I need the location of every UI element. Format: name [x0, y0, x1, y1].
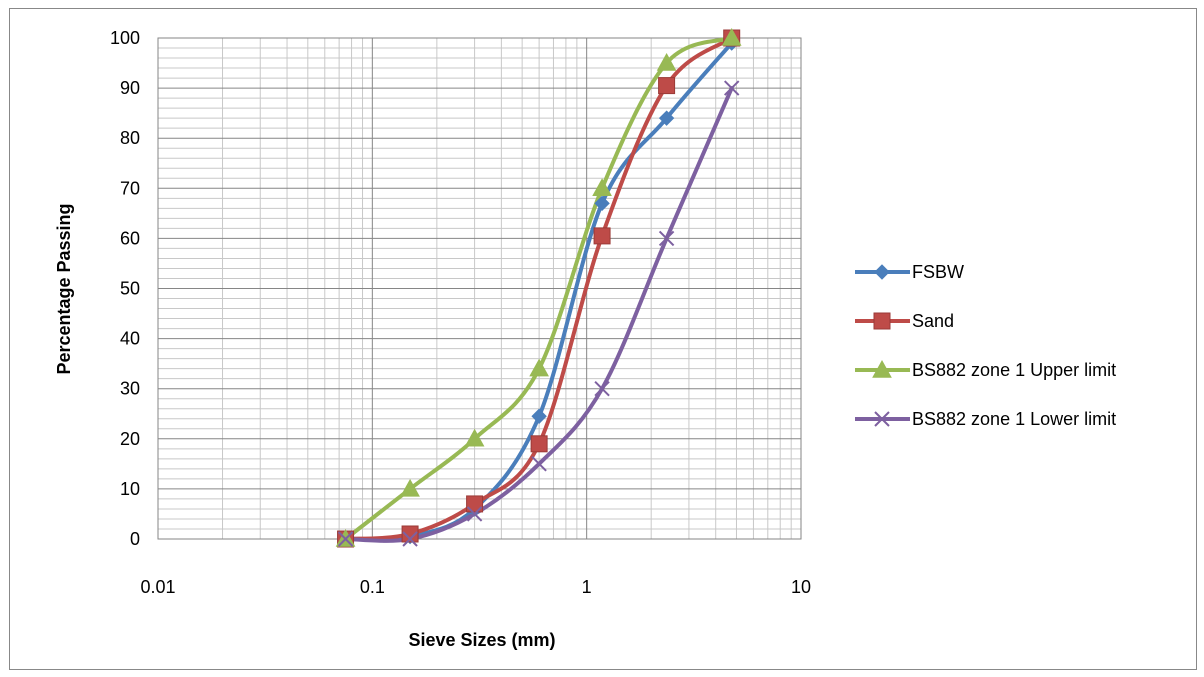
legend-label-bs882-zone-1-lower-limit: BS882 zone 1 Lower limit: [912, 409, 1116, 429]
y-axis-title: Percentage Passing: [54, 203, 74, 374]
data-point-bs882-zone-1-upper-limit: [464, 428, 485, 447]
y-tick-label: 100: [110, 28, 140, 48]
legend-label-bs882-zone-1-upper-limit: BS882 zone 1 Upper limit: [912, 360, 1116, 380]
data-point-bs882-zone-1-lower-limit-stroke: [531, 456, 547, 472]
minor-gridlines: [158, 38, 801, 539]
y-tick-label: 70: [120, 178, 140, 198]
legend-marker-bs882-zone-1-upper-limit: [872, 359, 892, 378]
data-point-bs882-zone-1-upper-limit: [400, 478, 420, 497]
data-point-bs882-zone-1-lower-limit-stroke: [402, 531, 418, 547]
data-point-bs882-zone-1-upper-limit: [529, 358, 549, 377]
y-tick-label: 60: [120, 228, 140, 248]
data-point-bs882-zone-1-lower-limit: [723, 80, 740, 96]
data-point-sand: [530, 435, 548, 453]
legend: FSBW Sand BS882 zone 1 Upper limit BS882 zo…: [855, 262, 1116, 429]
x-tick-label: 0.1: [360, 577, 385, 597]
legend-label-sand: Sand: [912, 311, 954, 331]
data-point-sand: [466, 495, 484, 513]
data-point-bs882-zone-1-lower-limit-stroke: [337, 531, 354, 547]
series-markers: [335, 27, 742, 548]
data-point-sand: [658, 77, 676, 95]
data-point-sand: [401, 525, 419, 543]
x-axis-title: Sieve Sizes (mm): [408, 630, 555, 650]
data-point-bs882-zone-1-lower-limit-stroke: [594, 380, 610, 397]
y-tick-label: 80: [120, 128, 140, 148]
data-point-bs882-zone-1-upper-limit: [592, 178, 612, 196]
x-tick-label: 1: [582, 577, 592, 597]
x-tick-label: 0.01: [140, 577, 175, 597]
data-point-bs882-zone-1-lower-limit-stroke: [723, 80, 740, 96]
data-point-bs882-zone-1-lower-limit: [337, 531, 354, 547]
data-point-fsbw: [531, 408, 547, 424]
y-tick-label: 50: [120, 279, 140, 299]
data-point-bs882-zone-1-lower-limit: [658, 230, 675, 247]
y-tick-label: 40: [120, 329, 140, 349]
plot-area-border: [157, 37, 802, 540]
x-tick-labels: 0.01 0.1 1 10: [140, 577, 811, 597]
legend-marker-bs882-zone-1-lower-limit: [874, 411, 890, 427]
legend-marker-sand: [873, 312, 891, 330]
data-point-sand: [593, 227, 611, 245]
data-point-bs882-zone-1-lower-limit: [594, 380, 610, 397]
y-tick-label: 30: [120, 379, 140, 399]
legend-marker-bs882-zone-1-lower-limit-stroke: [874, 411, 890, 427]
data-point-bs882-zone-1-upper-limit: [656, 53, 677, 71]
legend-label-fsbw: FSBW: [912, 262, 964, 282]
data-point-bs882-zone-1-lower-limit: [466, 506, 483, 522]
y-tick-labels: 0 10 20 30 40 50 60 70 80 90 100: [110, 28, 140, 549]
y-tick-label: 10: [120, 479, 140, 499]
data-point-bs882-zone-1-lower-limit: [531, 456, 547, 472]
data-point-bs882-zone-1-lower-limit-stroke: [466, 506, 483, 522]
data-point-fsbw: [594, 195, 610, 212]
y-tick-label: 90: [120, 78, 140, 98]
x-tick-label: 10: [791, 577, 811, 597]
data-point-bs882-zone-1-lower-limit: [402, 531, 418, 547]
data-point-bs882-zone-1-lower-limit-stroke: [658, 230, 675, 247]
data-point-bs882-zone-1-upper-limit: [721, 27, 742, 46]
y-tick-label: 20: [120, 429, 140, 449]
legend-marker-fsbw: [874, 264, 890, 280]
data-point-fsbw: [658, 110, 675, 126]
y-tick-label: 0: [130, 529, 140, 549]
major-gridlines: [157, 37, 802, 540]
